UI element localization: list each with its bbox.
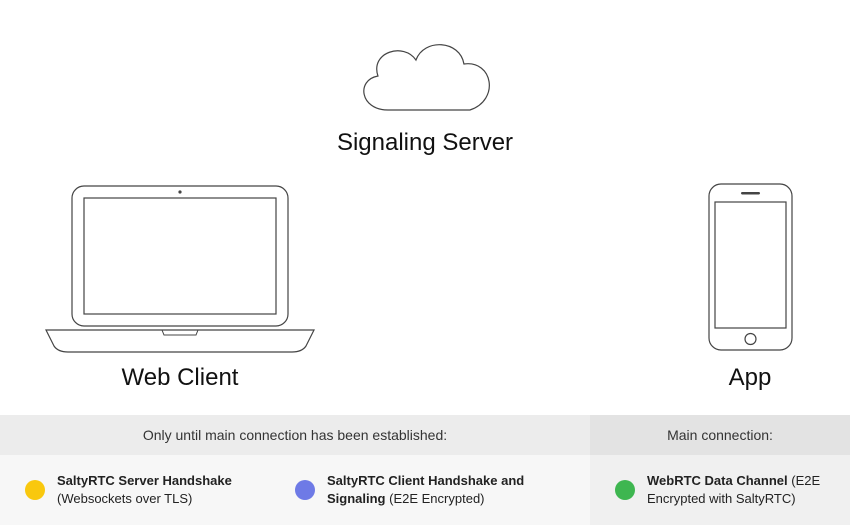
legend-left-header: Only until main connection has been esta… (0, 415, 590, 455)
legend-dot (25, 480, 45, 500)
legend-item: WebRTC Data Channel (E2E Encrypted with … (615, 472, 825, 507)
legend-left-body: SaltyRTC Server Handshake (Websockets ov… (0, 455, 590, 525)
signaling-server-node: Signaling Server (337, 30, 513, 157)
legend-text: SaltyRTC Server Handshake (Websockets ov… (57, 472, 295, 507)
legend-item: SaltyRTC Server Handshake (Websockets ov… (25, 472, 295, 507)
legend-right-header: Main connection: (590, 415, 850, 455)
legend: Only until main connection has been esta… (0, 415, 850, 525)
web-client-label: Web Client (40, 364, 320, 392)
cloud-icon (347, 30, 502, 125)
legend-left-column: Only until main connection has been esta… (0, 415, 590, 525)
legend-dot (295, 480, 315, 500)
phone-icon (703, 180, 798, 355)
legend-right-body: WebRTC Data Channel (E2E Encrypted with … (590, 455, 850, 525)
web-client-node: Web Client (40, 180, 320, 392)
app-node: App (690, 180, 810, 392)
legend-text: SaltyRTC Client Handshake and Signaling … (327, 472, 565, 507)
legend-dot (615, 480, 635, 500)
legend-item: SaltyRTC Client Handshake and Signaling … (295, 472, 565, 507)
legend-right-column: Main connection: WebRTC Data Channel (E2… (590, 415, 850, 525)
legend-text: WebRTC Data Channel (E2E Encrypted with … (647, 472, 825, 507)
laptop-icon (40, 180, 320, 355)
app-label: App (690, 364, 810, 392)
diagram-area: Signaling Server Web Client App (0, 0, 850, 415)
signaling-server-label: Signaling Server (337, 129, 513, 157)
